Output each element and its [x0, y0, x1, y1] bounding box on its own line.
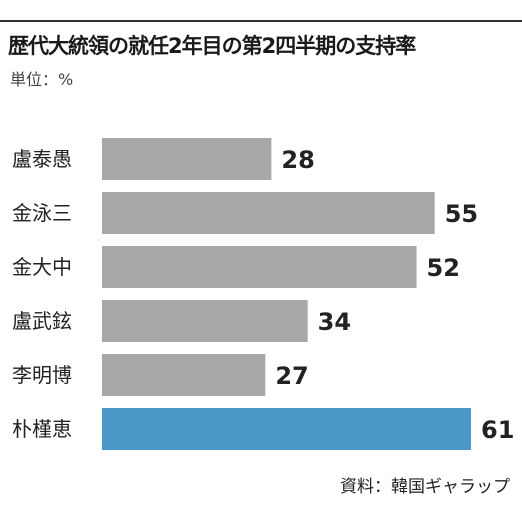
bar-highlight	[102, 408, 471, 450]
bar	[102, 192, 435, 234]
category-label: 金泳三	[12, 201, 72, 225]
value-label: 52	[427, 254, 460, 282]
bar	[102, 300, 308, 342]
bar	[102, 138, 272, 180]
bar	[102, 354, 266, 396]
top-rule	[0, 20, 522, 22]
value-label: 27	[275, 362, 308, 390]
value-label: 28	[281, 146, 314, 174]
category-label: 朴槿恵	[12, 417, 72, 441]
category-label: 盧武鉉	[12, 309, 72, 333]
chart-title: 歴代大統領の就任2年目の第2四半期の支持率	[8, 34, 416, 58]
category-label: 盧泰愚	[12, 147, 72, 171]
category-label: 李明博	[12, 363, 72, 387]
category-label: 金大中	[12, 255, 72, 279]
value-label: 61	[481, 416, 514, 444]
bar	[102, 246, 417, 288]
value-label: 55	[445, 200, 478, 228]
source-label: 資料：韓国ギャラップ	[340, 477, 510, 497]
value-label: 34	[318, 308, 351, 336]
unit-label: 単位：%	[10, 70, 74, 89]
